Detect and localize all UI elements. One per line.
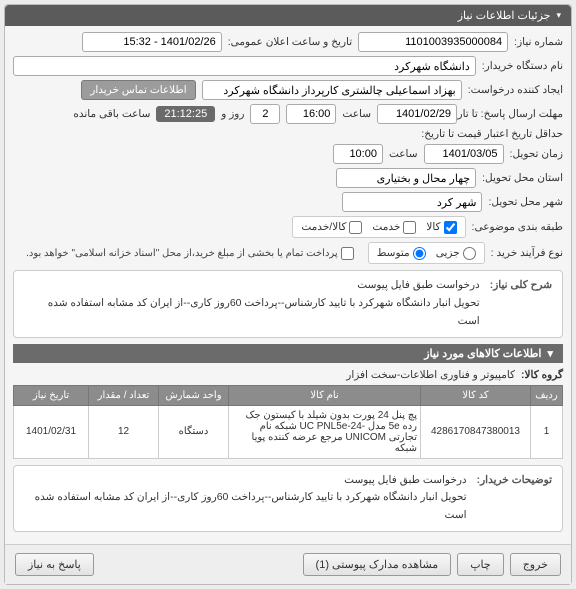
action-bar: خروج چاپ مشاهده مدارک پیوستی (1) پاسخ به… — [5, 544, 571, 584]
delivery-loc-field — [336, 168, 476, 188]
th-name: نام کالا — [229, 385, 421, 405]
announce-label: تاریخ و ساعت اعلان عمومی: — [228, 36, 352, 48]
buyer-notes-block: توضیحات خریدار: درخواست طبق فایل پیوست ت… — [13, 465, 563, 533]
collapse-icon-2: ▾ — [547, 347, 553, 360]
overall-desc-label: شرح کلی نیاز: — [490, 277, 552, 331]
countdown-timer: 21:12:25 — [156, 106, 215, 122]
time-label-2: ساعت — [389, 148, 418, 160]
payment-note-check[interactable]: پرداخت تمام یا بخشی از مبلغ خرید،از محل … — [26, 247, 354, 260]
items-section-header: ▾ اطلاعات کالاهای مورد نیاز — [13, 344, 563, 363]
creator-label: ایجاد کننده درخواست: — [468, 84, 563, 96]
buyer-notes-text: درخواست طبق فایل پیوست تحویل انبار دانشگ… — [24, 472, 467, 526]
buyer-device-label: نام دستگاه خریدار: — [482, 60, 563, 72]
proc-medium[interactable]: متوسط — [377, 247, 426, 260]
overall-desc-block: شرح کلی نیاز: درخواست طبق فایل پیوست تحو… — [13, 270, 563, 338]
collapse-icon: ▾ — [556, 10, 561, 21]
cell-date: 1401/02/31 — [14, 405, 89, 458]
deadline-label: حداقل تاریخ اعتبار قیمت تا تاریخ: — [463, 128, 563, 140]
delivery-loc-label: استان محل تحویل: — [482, 172, 563, 184]
proc-small[interactable]: جزیی — [436, 247, 476, 260]
th-date: تاریخ نیاز — [14, 385, 89, 405]
overall-desc-text: درخواست طبق فایل پیوست تحویل انبار دانشگ… — [24, 277, 480, 331]
reply-send-label: مهلت ارسال پاسخ: تا تاریخ: — [463, 108, 563, 120]
remain-label: ساعت باقی مانده — [73, 108, 150, 120]
main-header: ▾ جزئیات اطلاعات نیاز — [5, 5, 571, 26]
th-unit: واحد شمارش — [159, 385, 229, 405]
th-code: کد کالا — [421, 385, 531, 405]
table-row[interactable]: 1 4286170847380013 پچ پنل 24 پورت بدون ش… — [14, 405, 563, 458]
buyer-device-field — [13, 56, 476, 76]
time-label-1: ساعت — [342, 108, 371, 120]
header-title: جزئیات اطلاعات نیاز — [458, 9, 551, 22]
delivery-date-label: زمان تحویل: — [510, 148, 563, 160]
deadline-date-field — [377, 104, 457, 124]
buyer-notes-label: توضیحات خریدار: — [477, 472, 552, 526]
goods-group-value: کامپیوتر و فناوری اطلاعات-سخت افزار — [346, 369, 515, 381]
cat-service[interactable]: خدمت — [372, 221, 416, 234]
req-no-field — [358, 32, 508, 52]
contact-buyer-button[interactable]: اطلاعات تماس خریدار — [81, 80, 195, 100]
delivery-city-label: شهر محل تحویل: — [488, 196, 563, 208]
delivery-city-field — [342, 192, 482, 212]
items-table: ردیف کد کالا نام کالا واحد شمارش تعداد /… — [13, 385, 563, 459]
th-qty: تعداد / مقدار — [89, 385, 159, 405]
deadline-days-field — [250, 104, 280, 124]
deadline-time-field — [286, 104, 336, 124]
process-group: جزیی متوسط — [368, 242, 485, 264]
goods-group-label: گروه کالا: — [521, 369, 563, 381]
req-no-label: شماره نیاز: — [514, 36, 563, 48]
delivery-time-field — [333, 144, 383, 164]
textcell-qty: 12 — [89, 405, 159, 458]
announce-field — [82, 32, 222, 52]
delivery-date-field — [424, 144, 504, 164]
category-group: کالا خدمت کالا/خدمت — [292, 216, 465, 238]
cat-goods[interactable]: کالا — [426, 221, 456, 234]
cell-unit: دستگاه — [159, 405, 229, 458]
th-idx: ردیف — [531, 385, 563, 405]
cell-idx: 1 — [531, 405, 563, 458]
cat-goods-service[interactable]: کالا/خدمت — [301, 221, 362, 234]
category-label: طبقه بندی موضوعی: — [472, 221, 563, 233]
creator-field — [202, 80, 462, 100]
process-label: نوع فرآیند خرید : — [491, 247, 563, 259]
cell-code: 4286170847380013 — [421, 405, 531, 458]
deadline-days-label: روز و — [221, 108, 244, 120]
cell-name: پچ پنل 24 پورت بدون شیلد با کیستون جک رد… — [229, 405, 421, 458]
